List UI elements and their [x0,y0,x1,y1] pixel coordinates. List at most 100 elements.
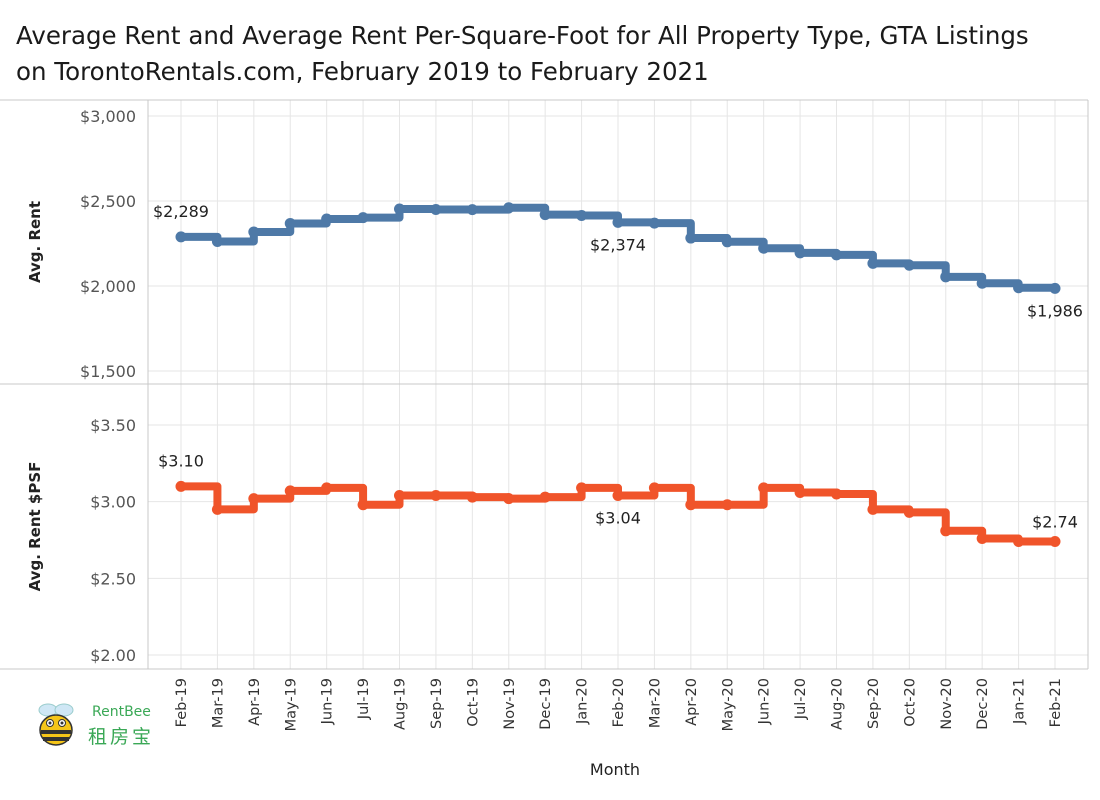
data-point [1013,536,1025,548]
data-label: $3.04 [595,509,641,528]
data-label: $3.10 [158,451,204,470]
data-point [466,204,478,216]
x-tick-label: Feb-19 [174,678,190,727]
x-tick-label: Apr-19 [247,678,263,726]
y-axis-label: Avg. Rent [26,201,44,283]
y-tick-label: $3.50 [90,416,136,435]
data-point [976,277,988,289]
data-point [284,485,296,497]
data-label: $2.74 [1032,513,1078,532]
data-point [576,482,588,494]
x-tick-label: Dec-20 [975,678,991,730]
data-point [211,235,223,247]
data-point [758,482,770,494]
data-point [721,236,733,248]
x-tick-label: Nov-20 [939,678,955,730]
x-tick-label: Jan-20 [575,678,591,725]
y-tick-label: $2.00 [90,646,136,665]
data-point [321,482,333,494]
data-point [284,217,296,229]
data-point [685,232,697,244]
data-point [539,491,551,503]
x-tick-label: Mar-20 [647,678,663,728]
data-point [940,271,952,283]
data-point [576,209,588,221]
x-tick-label: Dec-19 [538,678,554,730]
x-tick-label: Jul-19 [356,678,372,720]
logo-chinese-text: 租房宝 [88,726,155,748]
data-point [1049,282,1061,294]
y-tick-label: $3.00 [90,493,136,512]
data-point [976,532,988,544]
x-tick-label: Sep-19 [429,678,445,729]
data-point [1013,282,1025,294]
x-tick-label: May-20 [720,678,736,731]
data-point [175,480,187,492]
x-tick-label: Sep-20 [866,678,882,729]
data-point [503,493,515,505]
y-tick-label: $3,000 [80,107,136,126]
data-point [685,499,697,511]
x-tick-label: Mar-19 [210,678,226,728]
x-tick-label: May-19 [283,678,299,731]
x-tick-label: Aug-20 [830,678,846,730]
data-label: $1,986 [1027,301,1083,320]
x-tick-label: Aug-19 [393,678,409,730]
data-point [794,247,806,259]
data-point [211,503,223,515]
rentbee-logo: RentBee 租房宝 [30,700,160,750]
x-tick-label: Nov-19 [502,678,518,730]
x-tick-label: Apr-20 [684,678,700,726]
data-point [248,226,260,238]
x-tick-label: Oct-19 [465,678,481,727]
y-tick-label: $2,500 [80,192,136,211]
data-point [175,231,187,243]
x-tick-label: Feb-21 [1048,678,1064,727]
data-point [503,202,515,214]
bee-icon [38,703,74,746]
data-point [648,217,660,229]
data-point [612,216,624,228]
data-point [466,491,478,503]
chart-title-line2: on TorontoRentals.com, February 2019 to … [16,57,709,86]
x-tick-label: Feb-20 [611,678,627,727]
y-tick-label: $2,000 [80,277,136,296]
data-point [903,259,915,271]
chart-title: Average Rent and Average Rent Per-Square… [16,18,1091,90]
x-axis-label: Month [590,760,640,779]
data-point [394,203,405,215]
x-tick-label: Jun-19 [320,678,336,725]
data-point [940,525,952,537]
data-point [321,213,333,225]
data-point [758,242,770,254]
data-point [1049,536,1061,548]
x-tick-label: Jan-21 [1012,678,1028,725]
data-point [612,490,624,502]
data-point [248,493,260,505]
y-axis-label: Avg. Rent $PSF [26,462,44,592]
y-tick-label: $2.50 [90,569,136,588]
data-point [721,499,733,511]
y-tick-label: $1,500 [80,362,136,381]
data-point [867,503,879,515]
data-point [831,249,842,261]
data-point [867,257,879,269]
data-point [430,204,442,215]
data-point [794,486,806,498]
logo-brand-text: RentBee [92,704,151,720]
data-point [430,490,442,502]
data-point [357,499,369,511]
x-tick-label: Oct-20 [902,678,918,727]
data-point [903,506,915,518]
data-label: $2,374 [590,235,646,254]
data-point [394,490,405,502]
data-point [831,488,842,500]
data-point [648,482,660,494]
x-tick-label: Jul-20 [793,678,809,720]
chart-title-line1: Average Rent and Average Rent Per-Square… [16,21,1029,50]
data-label: $2,289 [153,202,209,221]
data-point [357,212,369,224]
data-point [539,209,551,221]
x-tick-label: Jun-20 [757,678,773,725]
